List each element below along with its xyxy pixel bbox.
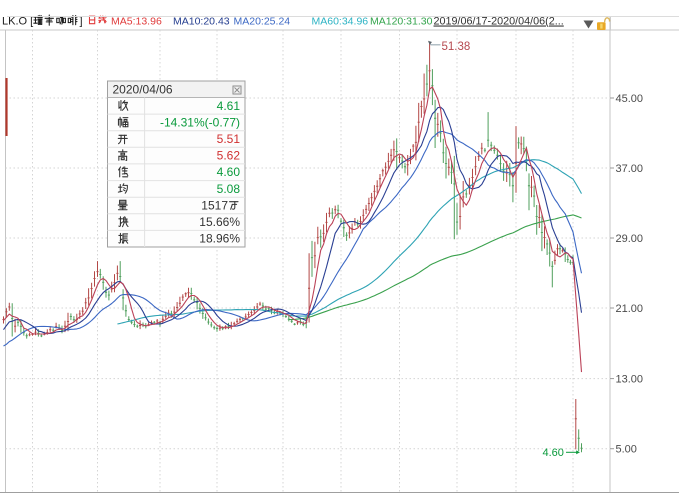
- svg-text:5.62: 5.62: [217, 149, 241, 163]
- svg-text:4.60: 4.60: [217, 165, 241, 179]
- svg-text:21.00: 21.00: [616, 303, 644, 315]
- svg-text:MA60:34.96: MA60:34.96: [312, 16, 369, 28]
- svg-text:-14.31%(-0.77): -14.31%(-0.77): [160, 115, 240, 129]
- svg-text:5.08: 5.08: [217, 182, 241, 196]
- svg-text:MA5:13.96: MA5:13.96: [111, 16, 162, 28]
- svg-text:4.61: 4.61: [217, 99, 241, 113]
- svg-text:4.60: 4.60: [543, 447, 564, 459]
- svg-text:29.00: 29.00: [616, 233, 644, 245]
- svg-text:15.66%: 15.66%: [199, 215, 240, 229]
- svg-text:]: ]: [80, 16, 83, 28]
- svg-text:51.38: 51.38: [442, 41, 471, 53]
- svg-text:MA10:20.43: MA10:20.43: [173, 16, 230, 28]
- svg-text:5.51: 5.51: [217, 132, 241, 146]
- svg-text:5.00: 5.00: [616, 444, 637, 456]
- svg-text:45.00: 45.00: [616, 93, 644, 105]
- svg-text:2020/04/06: 2020/04/06: [113, 83, 173, 97]
- svg-text:LK.O [: LK.O [: [2, 16, 33, 28]
- svg-text:13.00: 13.00: [616, 373, 644, 385]
- svg-text:2019/06/17-2020/04/06(2...: 2019/06/17-2020/04/06(2...: [434, 16, 564, 28]
- svg-text:MA20:25.24: MA20:25.24: [234, 16, 291, 28]
- svg-text:37.00: 37.00: [616, 163, 644, 175]
- svg-text:MA120:31.30: MA120:31.30: [370, 16, 433, 28]
- svg-text:1517: 1517: [201, 199, 228, 213]
- svg-text:18.96%: 18.96%: [199, 232, 240, 246]
